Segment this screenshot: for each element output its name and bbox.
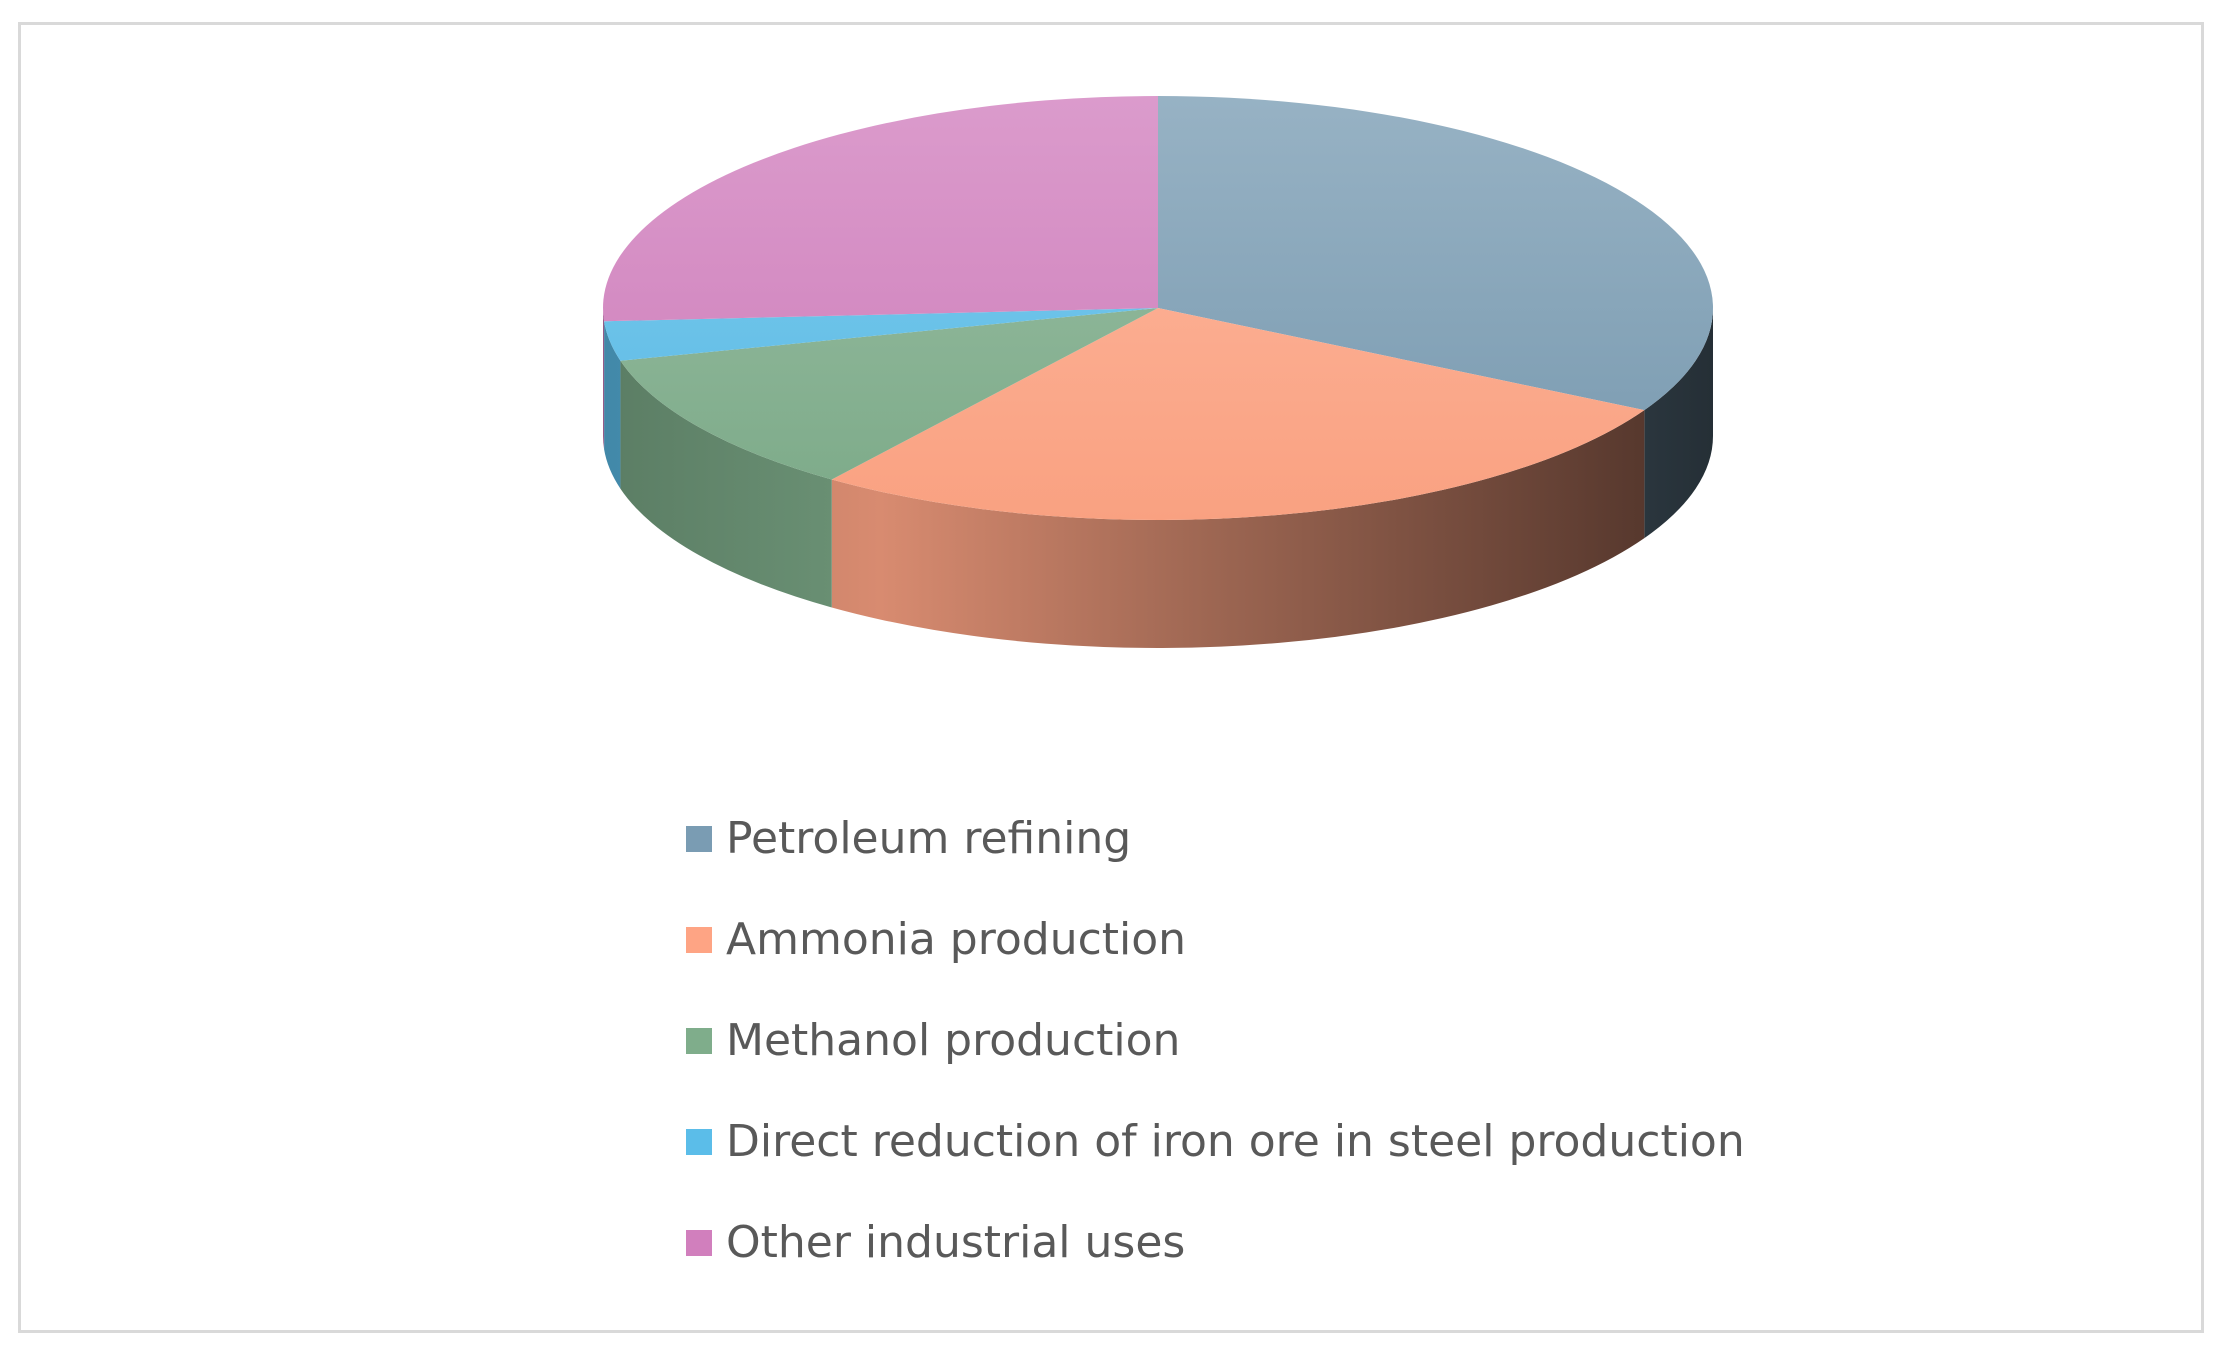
pie-slice-petroleum-refining	[1158, 95, 1714, 411]
legend-item-petroleum-refining: Petroleum refining	[686, 788, 1745, 889]
legend-item-other-industrial-uses: Other industrial uses	[686, 1192, 1745, 1293]
pie-side-walls	[603, 308, 1713, 648]
pie-wall-other-industrial-uses	[603, 308, 605, 450]
legend-item-methanol-production: Methanol production	[686, 990, 1745, 1091]
pie-slice-methanol-production	[620, 308, 1158, 480]
pie-wall-petroleum-refining	[1644, 308, 1713, 539]
legend-label: Ammonia production	[726, 914, 1187, 965]
pie-slice-direct-reduction-of-iron-ore-in-steel-production	[604, 308, 1158, 361]
legend-swatch	[686, 926, 712, 953]
pie-wall-methanol-production	[620, 360, 832, 608]
pie-wall-direct-reduction-of-iron-ore-in-steel-production	[604, 321, 621, 489]
legend-label: Petroleum refining	[726, 813, 1132, 864]
pie-top-slices	[603, 95, 1714, 520]
legend-label: Other industrial uses	[726, 1217, 1186, 1268]
legend-label: Direct reduction of iron ore in steel pr…	[726, 1116, 1745, 1167]
pie-wall-ammonia-production	[831, 410, 1645, 648]
legend-item-ammonia-production: Ammonia production	[686, 889, 1745, 990]
legend: Petroleum refining Ammonia production Me…	[686, 788, 1745, 1293]
pie-slice-other-industrial-uses	[603, 96, 1158, 322]
pie-slice-ammonia-production	[831, 308, 1645, 520]
legend-swatch	[686, 1128, 712, 1155]
legend-swatch	[686, 825, 712, 852]
legend-swatch	[686, 1229, 712, 1256]
legend-label: Methanol production	[726, 1015, 1181, 1066]
legend-swatch	[686, 1027, 712, 1054]
legend-item-direct-reduction-iron-ore: Direct reduction of iron ore in steel pr…	[686, 1091, 1745, 1192]
